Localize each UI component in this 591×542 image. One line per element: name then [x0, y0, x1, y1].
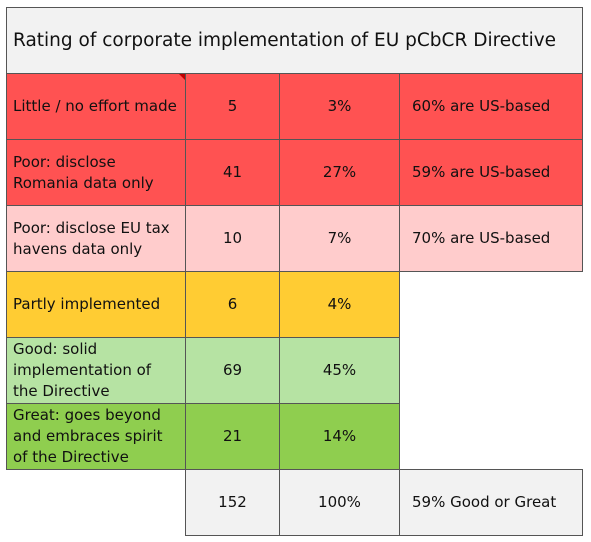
count-cell: 41 — [185, 139, 280, 206]
rating-label-little-effort: Little / no effort made — [6, 73, 186, 140]
comment-marker-icon — [179, 74, 185, 80]
note-cell: 60% are US-based — [399, 73, 583, 140]
count-cell: 6 — [185, 271, 280, 338]
percent-cell: 45% — [279, 337, 400, 404]
rating-label-text: Little / no effort made — [13, 97, 177, 115]
rating-label-partly-implemented: Partly implemented — [6, 271, 186, 338]
percent-cell: 27% — [279, 139, 400, 206]
note-cell: 70% are US-based — [399, 205, 583, 272]
percent-cell: 7% — [279, 205, 400, 272]
percent-cell: 4% — [279, 271, 400, 338]
count-cell: 69 — [185, 337, 280, 404]
rating-label-good: Good: solid implementation of the Direct… — [6, 337, 186, 404]
table-title: Rating of corporate implementation of EU… — [6, 7, 583, 74]
count-cell: 5 — [185, 73, 280, 140]
total-note-cell: 59% Good or Great — [399, 469, 583, 536]
count-cell: 21 — [185, 403, 280, 470]
percent-cell: 14% — [279, 403, 400, 470]
rating-label-poor-romania: Poor: disclose Romania data only — [6, 139, 186, 206]
total-count-cell: 152 — [185, 469, 280, 536]
percent-cell: 3% — [279, 73, 400, 140]
total-percent-cell: 100% — [279, 469, 400, 536]
note-cell: 59% are US-based — [399, 139, 583, 206]
rating-label-poor-tax-havens: Poor: disclose EU tax havens data only — [6, 205, 186, 272]
count-cell: 10 — [185, 205, 280, 272]
rating-label-great: Great: goes beyond and embraces spirit o… — [6, 403, 186, 470]
